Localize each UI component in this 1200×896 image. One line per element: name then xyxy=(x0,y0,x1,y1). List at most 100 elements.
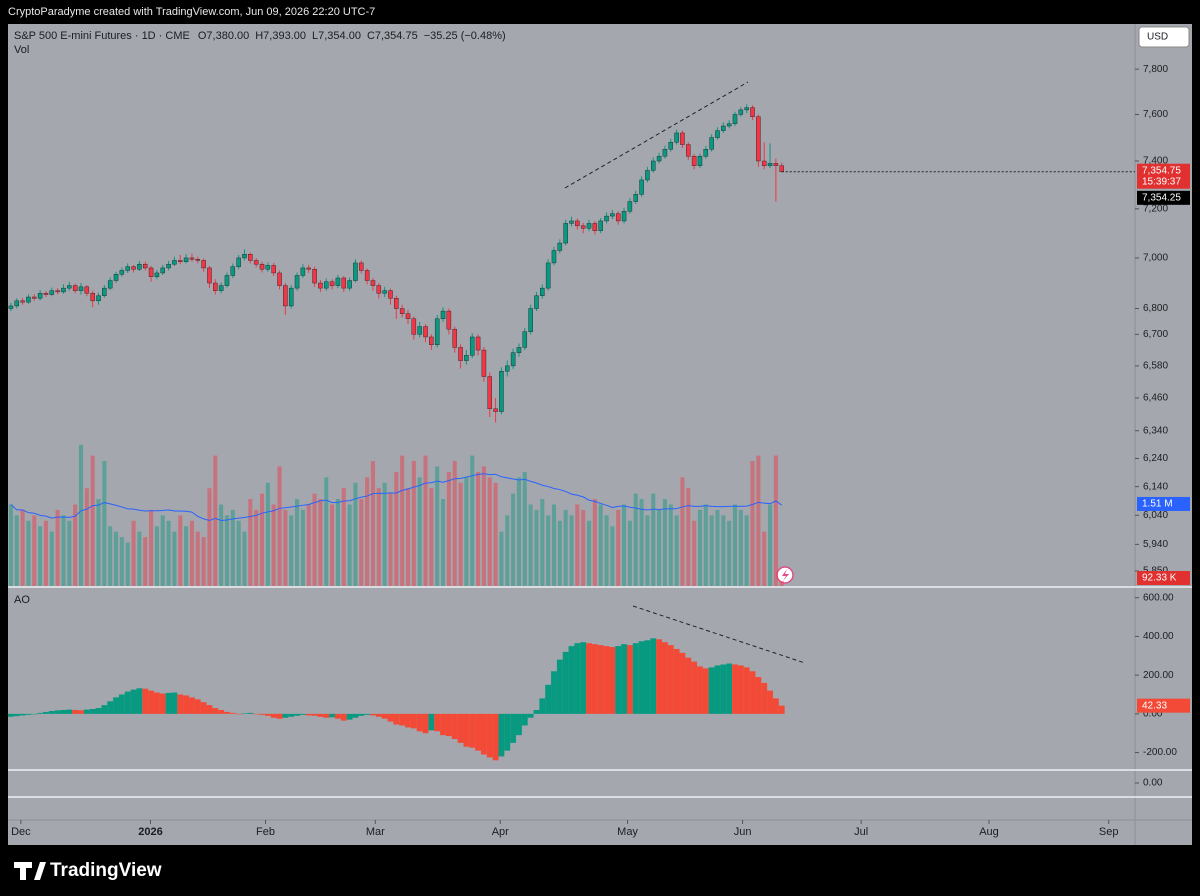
volume-ma-line xyxy=(10,473,783,522)
ao-bar xyxy=(527,713,534,718)
volume-bar xyxy=(324,477,329,586)
candle-body xyxy=(604,215,609,222)
x-tick-label: Jul xyxy=(854,826,868,838)
ao-bar xyxy=(632,643,639,714)
volume-bar xyxy=(715,509,720,586)
candle-body xyxy=(569,220,574,224)
volume-bar xyxy=(446,471,451,586)
candle-body xyxy=(551,250,557,264)
candle-body xyxy=(423,326,428,338)
candle-body xyxy=(592,223,598,231)
volume-bar xyxy=(230,509,235,586)
candle-body xyxy=(172,260,177,265)
ao-bar xyxy=(416,713,423,732)
ao-bar xyxy=(177,694,184,714)
candle-body xyxy=(388,290,393,299)
ao-bar xyxy=(749,671,756,714)
y-tick-label: 7,800 xyxy=(1143,64,1168,75)
ao-bar xyxy=(159,693,166,714)
legend-low: L7,354.00 xyxy=(312,30,361,42)
candle-body xyxy=(61,287,66,293)
volume-bar xyxy=(405,488,411,586)
bid-label: 7,354.25 xyxy=(1142,192,1181,203)
volume-bar xyxy=(26,520,31,586)
candle-body xyxy=(767,163,773,166)
bid-box xyxy=(1137,190,1190,205)
candle-body xyxy=(580,225,586,229)
ao-bar xyxy=(393,713,400,725)
volume-bar xyxy=(487,477,492,586)
candle-body xyxy=(394,298,399,309)
candle-body xyxy=(242,254,247,259)
candle-body xyxy=(499,370,504,412)
volume-bar xyxy=(534,509,539,586)
ao-bar xyxy=(580,642,587,714)
x-tick-label: Sep xyxy=(1099,826,1119,838)
ao-bar xyxy=(335,713,341,719)
volume-bar xyxy=(627,520,632,586)
ao-bar xyxy=(463,713,470,747)
ao-bar xyxy=(726,663,733,714)
ao-bar xyxy=(95,708,102,714)
y-tick-label: 5,940 xyxy=(1143,539,1168,550)
logo-mark xyxy=(14,862,46,880)
volume-bar xyxy=(744,515,749,586)
volume-bar xyxy=(61,515,66,586)
candle-body xyxy=(201,260,206,269)
ao-bar xyxy=(229,712,236,714)
volume-bar xyxy=(651,493,656,586)
ao-bar xyxy=(48,710,55,714)
y-tick-label: 6,140 xyxy=(1143,481,1168,492)
ao-bar xyxy=(305,713,312,716)
candle-body xyxy=(183,257,189,262)
volume-bar xyxy=(762,531,767,586)
candle-body xyxy=(26,296,31,303)
currency-button[interactable] xyxy=(1138,26,1190,48)
candle-body xyxy=(405,313,411,320)
ao-bar xyxy=(153,692,160,714)
candle-body xyxy=(773,163,779,166)
candle-body xyxy=(732,114,738,124)
volume-bar xyxy=(213,455,218,586)
candle-body xyxy=(469,336,475,356)
candle-body xyxy=(37,292,43,299)
volume-bar xyxy=(779,580,784,586)
volume-bar xyxy=(575,504,580,586)
ao-bar xyxy=(475,713,481,751)
ao-tick-label: 400.00 xyxy=(1143,631,1174,642)
volume-bar xyxy=(528,504,533,586)
ao-bar xyxy=(340,713,347,721)
volume-bar xyxy=(452,461,457,586)
ao-bar xyxy=(270,713,277,718)
ao-bar xyxy=(317,713,324,717)
legend-change: −35.25 (−0.48%) xyxy=(424,30,506,42)
volume-bar xyxy=(113,531,119,586)
currency-label[interactable]: USD xyxy=(1147,32,1168,43)
logo-text: TradingView xyxy=(50,860,162,881)
y-tick-label: 7,400 xyxy=(1143,156,1168,167)
ao-bar xyxy=(364,713,371,715)
volume-bar xyxy=(259,493,265,586)
ao-bar xyxy=(533,709,540,714)
ao-bar xyxy=(399,713,406,726)
ao-last-box xyxy=(1137,698,1190,713)
candle-body xyxy=(505,365,510,372)
ao-bar xyxy=(235,713,242,715)
y-tick-label: 6,580 xyxy=(1143,361,1168,372)
volume-bar xyxy=(55,509,60,586)
ao-bar xyxy=(124,691,131,714)
candle-body xyxy=(382,290,387,294)
ao-bar xyxy=(142,688,149,714)
volume-bar xyxy=(149,509,154,586)
volume-bar xyxy=(697,509,703,586)
ao-bar xyxy=(702,668,709,714)
y-tick-label: 7,200 xyxy=(1143,203,1168,214)
candle-body xyxy=(399,308,405,314)
candle-body xyxy=(78,286,84,291)
candle-body xyxy=(20,300,25,303)
volume-bar xyxy=(96,499,101,586)
candle-body xyxy=(224,275,230,286)
ao-bar xyxy=(650,638,657,714)
volume-label: Vol xyxy=(14,44,29,56)
candle-body xyxy=(680,132,685,145)
